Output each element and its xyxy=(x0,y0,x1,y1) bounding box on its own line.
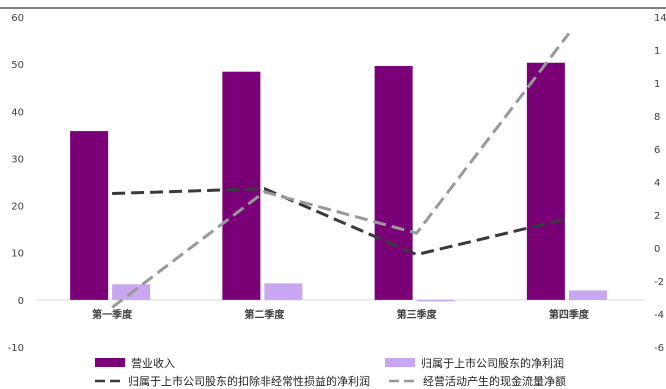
legend-swatch-revenue xyxy=(95,358,125,367)
right-tick-label: -2 xyxy=(654,277,664,288)
legend-item-cash-flow: 经营活动产生的现金流量净额 xyxy=(389,374,566,388)
right-tick-label: -4 xyxy=(654,310,664,321)
bar-net-profit xyxy=(264,283,303,300)
line-deducted-profit xyxy=(112,187,570,257)
right-tick-label: 1 xyxy=(654,79,660,90)
right-tick-label: 8 xyxy=(654,112,660,123)
category-label: 第四季度 xyxy=(549,308,590,321)
legend-swatch-net-profit xyxy=(385,358,415,367)
legend-label-deducted-profit: 归属于上市公司股东的扣除非经常性损益的净利润 xyxy=(128,374,370,388)
right-tick-label: 0 xyxy=(654,244,660,255)
line-group xyxy=(111,32,571,309)
right-tick-label: 14 xyxy=(654,13,666,24)
left-tick-label: -10 xyxy=(8,343,24,354)
bar-net-profit xyxy=(568,290,607,300)
legend-item-deducted-profit: 归属于上市公司股东的扣除非经常性损益的净利润 xyxy=(95,374,370,388)
right-tick-label: 6 xyxy=(654,145,660,156)
category-label: 第二季度 xyxy=(244,308,285,321)
legend-item-net-profit: 归属于上市公司股东的净利润 xyxy=(385,356,564,370)
category-label: 第一季度 xyxy=(92,308,133,321)
right-tick-label: -6 xyxy=(654,343,664,354)
bar-revenue xyxy=(374,66,413,300)
left-tick-label: 30 xyxy=(11,154,24,165)
left-axis: 60 50 40 30 20 10 0 -10 xyxy=(8,13,24,354)
legend-label-net-profit: 归属于上市公司股东的净利润 xyxy=(421,356,564,370)
legend-item-revenue: 营业收入 xyxy=(95,356,175,370)
left-tick-label: 40 xyxy=(11,107,24,118)
legend: 营业收入 归属于上市公司股东的净利润 归属于上市公司股东的扣除非经常性损益的净利… xyxy=(95,356,566,388)
left-tick-label: 10 xyxy=(11,249,24,260)
left-tick-label: 20 xyxy=(11,202,24,213)
line-cash-flow xyxy=(111,32,571,309)
left-tick-label: 0 xyxy=(18,296,24,307)
legend-label-revenue: 营业收入 xyxy=(131,356,175,370)
bar-revenue xyxy=(70,131,109,300)
right-tick-label: 1 xyxy=(654,46,660,57)
left-tick-label: 50 xyxy=(11,60,24,71)
left-tick-label: 60 xyxy=(11,13,24,24)
right-tick-label: 4 xyxy=(654,178,660,189)
right-tick-label: 2 xyxy=(654,211,660,222)
category-labels: 第一季度 第二季度 第三季度 第四季度 xyxy=(92,308,590,321)
bar-revenue xyxy=(222,71,261,300)
bar-revenue xyxy=(526,62,565,300)
bar-group xyxy=(70,62,607,302)
legend-label-cash-flow: 经营活动产生的现金流量净额 xyxy=(423,374,566,388)
category-label: 第三季度 xyxy=(397,308,438,321)
bar-net-profit xyxy=(416,299,455,302)
